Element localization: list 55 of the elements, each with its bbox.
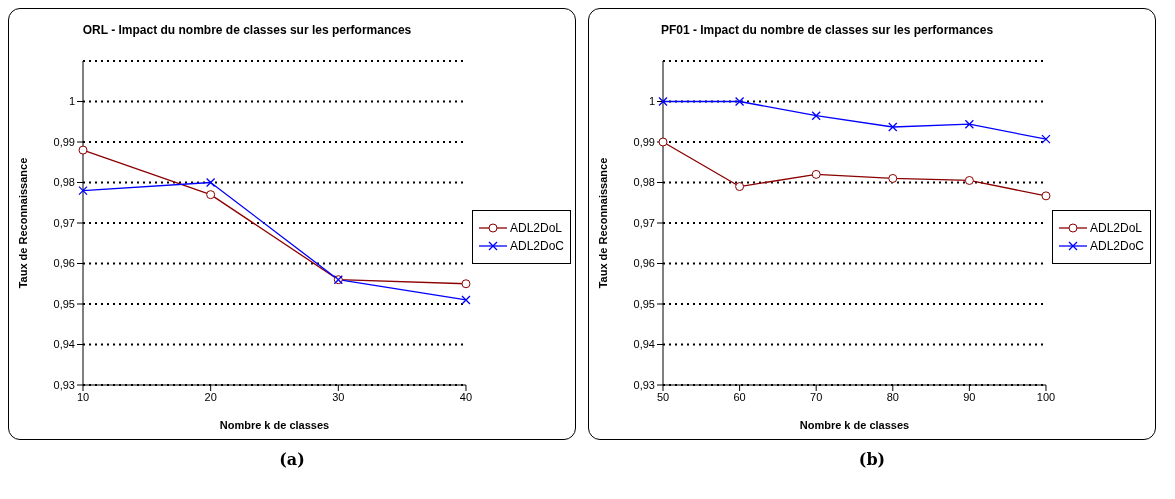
point [461, 279, 471, 289]
y-tick-label: 0,96 [53, 257, 75, 270]
chart-title: PF01 - Impact du nombre de classes sur les performances [659, 23, 995, 37]
y-tick-label: 0,93 [633, 378, 655, 391]
y-tick-label: 0,99 [53, 135, 75, 148]
point [206, 190, 216, 200]
x-tick-label: 60 [733, 390, 746, 403]
x-tick-label: 50 [656, 390, 670, 403]
y-tick-label: 0,95 [53, 297, 75, 310]
text: (a) [278, 450, 306, 469]
y-tick-label: 1 [648, 95, 655, 108]
legend-label: ADL2DoC [509, 239, 564, 253]
point [658, 96, 668, 107]
x-tick-label: 40 [459, 390, 473, 403]
point [78, 185, 88, 196]
point [1041, 191, 1051, 201]
legend-label: ADL2DoL [1089, 221, 1142, 235]
x-tick-label: 70 [810, 390, 823, 403]
text: (b) [857, 450, 887, 469]
point [734, 96, 745, 107]
x-tick-label: 90 [963, 390, 976, 403]
point [735, 182, 745, 192]
point [888, 173, 898, 183]
chart-title: ORL - Impact du nombre de classes sur les performances [81, 23, 413, 37]
x-tick-label: 80 [886, 390, 899, 403]
x-tick-label: 30 [332, 390, 345, 403]
x-tick-label: 100 [1036, 390, 1056, 403]
y-tick-label: 0,98 [53, 176, 75, 189]
y-tick-label: 0,97 [53, 216, 75, 229]
point [78, 145, 88, 155]
x-axis-title: Nombre k de classes [799, 419, 910, 431]
point [964, 119, 975, 129]
point [206, 177, 216, 188]
x-tick-label: 20 [204, 390, 217, 403]
point [1041, 134, 1051, 144]
point [461, 295, 471, 305]
legend-label: ADL2DoC [1089, 239, 1144, 253]
y-tick-label: 0,97 [633, 216, 655, 229]
y-tick-label: 0,99 [633, 135, 655, 148]
x-axis-title: Nombre k de classes [219, 419, 330, 431]
point [811, 169, 821, 179]
y-axis-title: Taux de Reconnaissance [16, 157, 29, 289]
point [658, 137, 668, 147]
y-tick-label: 0,93 [53, 378, 75, 391]
point [811, 111, 821, 121]
y-tick-label: 0,94 [53, 338, 75, 351]
y-tick-label: 0,94 [633, 338, 655, 351]
x-tick-label: 10 [76, 390, 90, 403]
y-tick-label: 1 [68, 95, 75, 108]
y-tick-label: 0,96 [633, 257, 655, 270]
y-tick-label: 0,95 [633, 297, 655, 310]
y-axis-title: Taux de Reconnaissance [596, 157, 609, 289]
legend-label: ADL2DoL [509, 221, 562, 235]
point [964, 175, 974, 185]
y-tick-label: 0,98 [633, 176, 655, 189]
